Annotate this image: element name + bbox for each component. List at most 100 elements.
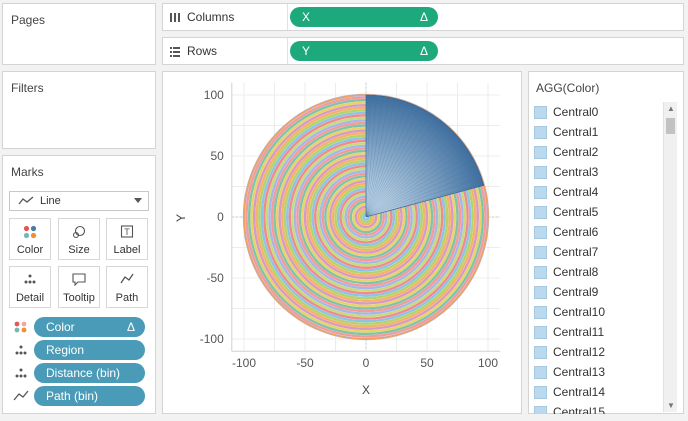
legend-item[interactable]: Central4 [532, 182, 662, 202]
tooltip-button-label: Tooltip [63, 292, 95, 304]
distance-bin-pill-label: Distance (bin) [46, 366, 121, 380]
spiral-chart[interactable]: -100 -50 0 50 100 100 50 0 -50 -100 X Y [163, 72, 521, 413]
size-icon [72, 225, 86, 239]
legend-item[interactable]: Central15 [532, 402, 662, 414]
legend-title: AGG(Color) [536, 81, 600, 95]
tooltip-button[interactable]: Tooltip [58, 266, 100, 308]
wedge-line [365, 148, 468, 218]
legend-item[interactable]: Central12 [532, 342, 662, 362]
detail-dots-icon [15, 368, 27, 378]
legend-item[interactable]: Central7 [532, 242, 662, 262]
wedge-line [365, 96, 384, 218]
delta-icon: Δ [419, 10, 428, 24]
wedge-line [365, 102, 408, 218]
y-tick-label: 100 [204, 88, 224, 102]
wedge-line [365, 177, 482, 218]
legend-swatch [534, 165, 547, 179]
y-pill[interactable]: Y Δ [290, 41, 438, 61]
color-pill[interactable]: Color Δ [34, 317, 145, 337]
legend-item-label: Central2 [553, 145, 599, 159]
y-pill-label: Y [302, 44, 311, 58]
color-button[interactable]: Color [9, 218, 51, 260]
wedge-line [365, 116, 437, 218]
legend-item-label: Central0 [553, 105, 599, 119]
path-button[interactable]: Path [106, 266, 148, 308]
chevron-down-icon[interactable] [134, 198, 142, 203]
wedge-line [365, 97, 390, 218]
x-tick-label: 100 [478, 356, 498, 370]
wedge-line [365, 107, 420, 218]
path-icon [120, 273, 134, 284]
legend-swatch [534, 365, 547, 379]
size-button[interactable]: Size [58, 218, 100, 260]
scroll-up-icon[interactable]: ▲ [667, 104, 675, 113]
legend-item[interactable]: Central2 [532, 142, 662, 162]
legend-item[interactable]: Central9 [532, 282, 662, 302]
legend-swatch [534, 385, 547, 399]
legend-swatch [534, 285, 547, 299]
color-dots-icon [23, 225, 37, 239]
legend-item-label: Central4 [553, 185, 599, 199]
columns-icon [170, 12, 180, 22]
legend-item[interactable]: Central5 [532, 202, 662, 222]
path-bin-pill-label: Path (bin) [46, 389, 99, 403]
legend-item[interactable]: Central1 [532, 122, 662, 142]
x-tick-label: -50 [296, 356, 314, 370]
wedge-line [365, 129, 451, 218]
legend-item[interactable]: Central3 [532, 162, 662, 182]
x-tick-label: 50 [420, 356, 434, 370]
legend-item[interactable]: Central0 [532, 102, 662, 122]
path-bin-pill[interactable]: Path (bin) [34, 386, 145, 406]
legend-item[interactable]: Central11 [532, 322, 662, 342]
legend-item[interactable]: Central13 [532, 362, 662, 382]
wedge-line [365, 95, 371, 218]
legend-scrollbar[interactable]: ▲ ▼ [663, 102, 677, 412]
wedge-line [365, 124, 447, 218]
marks-pill-row-distance: Distance (bin) [9, 363, 149, 383]
legend-list[interactable]: Central0 Central1 Central2 Central3 Central4… [532, 102, 662, 414]
rows-shelf[interactable]: Rows Y Δ [162, 37, 684, 65]
label-button[interactable]: T Label [106, 218, 148, 260]
scrollbar-thumb[interactable] [666, 118, 675, 134]
legend-swatch [534, 185, 547, 199]
distance-bin-pill[interactable]: Distance (bin) [34, 363, 145, 383]
wedge-line [365, 171, 480, 218]
legend-item[interactable]: Central14 [532, 382, 662, 402]
viz-panel[interactable]: -100 -50 0 50 100 100 50 0 -50 -100 X Y [162, 71, 522, 414]
legend-swatch [534, 325, 547, 339]
legend-item-label: Central14 [553, 385, 606, 399]
delta-icon: Δ [126, 320, 135, 334]
path-icon [13, 390, 29, 401]
rows-shelf-label-wrap: Rows [169, 38, 217, 64]
columns-shelf[interactable]: Columns X Δ [162, 3, 684, 31]
region-pill[interactable]: Region [34, 340, 145, 360]
legend-item-label: Central10 [553, 305, 606, 319]
detail-dots-icon [24, 274, 36, 284]
x-axis-label: X [362, 383, 370, 397]
svg-text:T: T [124, 227, 130, 237]
scroll-down-icon[interactable]: ▼ [667, 401, 675, 410]
wedge-line [365, 98, 396, 218]
legend-item-label: Central5 [553, 205, 599, 219]
legend-item[interactable]: Central6 [532, 222, 662, 242]
detail-dots-icon [15, 345, 27, 355]
marks-pill-row-path: Path (bin) [9, 386, 149, 406]
color-legend-panel[interactable]: AGG(Color) [528, 71, 684, 414]
pages-panel[interactable]: Pages [2, 3, 156, 65]
legend-item[interactable]: Central10 [532, 302, 662, 322]
detail-button[interactable]: Detail [9, 266, 51, 308]
legend-item[interactable]: Central8 [532, 262, 662, 282]
pages-title: Pages [11, 13, 46, 27]
mark-type-dropdown[interactable]: Line [9, 191, 149, 211]
x-pill-label: X [302, 10, 311, 24]
legend-swatch [534, 105, 547, 119]
legend-swatch [534, 305, 547, 319]
spiral-rings [242, 93, 490, 341]
filters-panel[interactable]: Filters [2, 71, 156, 149]
label-button-label: Label [113, 244, 141, 256]
legend-swatch [534, 225, 547, 239]
tooltip-icon [72, 273, 86, 286]
wedge-line [365, 159, 474, 218]
x-pill[interactable]: X Δ [290, 7, 438, 27]
y-tick-label: -100 [200, 332, 224, 346]
